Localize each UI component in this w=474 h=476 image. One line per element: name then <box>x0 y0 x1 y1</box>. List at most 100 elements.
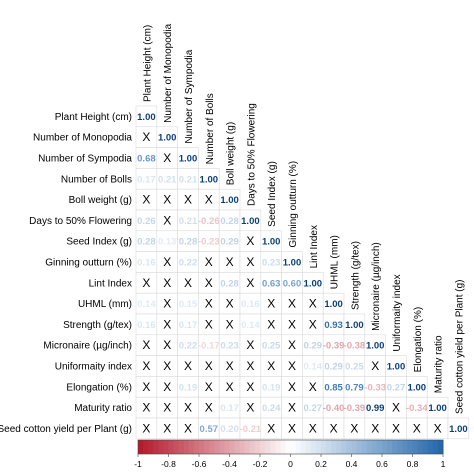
colorbar-segment <box>143 440 148 454</box>
colorbar-segment <box>245 440 250 454</box>
row-label: Number of Monopodia <box>33 133 132 144</box>
insignificant-mark: X <box>246 380 254 394</box>
correlation-value: -0.39 <box>344 403 366 414</box>
colorbar-segment <box>240 440 245 454</box>
colorbar-segment <box>321 440 326 454</box>
colorbar-segment <box>280 440 285 454</box>
row-label: Number of Bolls <box>61 174 132 185</box>
insignificant-mark: X <box>267 317 275 331</box>
column-label: Ginning outturn (%) <box>288 161 299 248</box>
row-label: Maturity ratio <box>74 403 132 414</box>
colorbar-segment <box>438 440 443 454</box>
colorbar-segment <box>301 440 306 454</box>
colorbar-segment <box>250 440 255 454</box>
colorbar-segment <box>407 440 412 454</box>
colorbar-segment <box>316 440 321 454</box>
colorbar-segment <box>230 440 235 454</box>
colorbar-segment <box>296 440 301 454</box>
correlation-value: 1.00 <box>220 195 239 206</box>
insignificant-mark: X <box>163 193 171 207</box>
insignificant-mark: X <box>142 359 150 373</box>
correlation-value: -0.39 <box>323 341 345 352</box>
insignificant-mark: X <box>226 359 234 373</box>
correlation-value: 0.93 <box>324 320 343 331</box>
insignificant-mark: X <box>246 338 254 352</box>
row-label: Number of Sympodia <box>38 154 132 165</box>
correlation-value: 0.25 <box>262 341 281 352</box>
row-label: Uniformaity index <box>55 362 132 373</box>
correlation-value: 0.29 <box>304 341 323 352</box>
colorbar-segment <box>255 440 260 454</box>
colorbar-segment <box>224 440 229 454</box>
correlation-value: 0.19 <box>179 382 198 393</box>
insignificant-mark: X <box>184 359 192 373</box>
colorbar-segment <box>367 440 372 454</box>
colorbar-segment <box>138 440 143 454</box>
insignificant-mark: X <box>246 234 254 248</box>
row-label: Days to 50% Flowering <box>29 216 132 227</box>
correlation-value: 1.00 <box>179 154 198 165</box>
correlation-value: 0.21 <box>158 174 177 185</box>
colorbar-segment <box>194 440 199 454</box>
insignificant-mark: X <box>226 380 234 394</box>
correlation-value: 0.63 <box>262 278 281 289</box>
correlation-value: 1.00 <box>241 216 260 227</box>
column-label: Micronaire (µg/inch) <box>371 242 382 331</box>
correlation-value: 0.28 <box>179 237 198 248</box>
correlation-value: 0.68 <box>137 154 156 165</box>
correlation-value: -0.38 <box>344 341 366 352</box>
colorbar-segment <box>219 440 224 454</box>
correlation-value: 1.00 <box>200 174 219 185</box>
insignificant-mark: X <box>142 338 150 352</box>
correlation-value: 0.17 <box>137 174 156 185</box>
correlation-value: 0.22 <box>179 258 198 269</box>
correlation-value: 0.14 <box>241 320 260 331</box>
correlation-value: 0.20 <box>220 424 239 435</box>
colorbar-segment <box>235 440 240 454</box>
insignificant-mark: X <box>163 359 171 373</box>
insignificant-mark: X <box>267 359 275 373</box>
correlation-value: -0.33 <box>364 382 386 393</box>
colorbar-segment <box>413 440 418 454</box>
insignificant-mark: X <box>205 380 213 394</box>
correlation-value: -0.34 <box>406 403 428 414</box>
insignificant-mark: X <box>371 421 379 435</box>
colorbar-segment <box>341 440 346 454</box>
column-label: Lint Index <box>309 225 320 268</box>
insignificant-mark: X <box>184 276 192 290</box>
correlation-value: 0.21 <box>179 216 198 227</box>
insignificant-mark: X <box>163 213 171 227</box>
colorbar-segment <box>357 440 362 454</box>
correlation-value: 0.24 <box>262 403 281 414</box>
insignificant-mark: X <box>246 401 254 415</box>
column-label: Seed cotton yield per Plant (g) <box>454 279 465 414</box>
row-label: Lint Index <box>89 278 132 289</box>
correlation-value: 0.28 <box>220 216 239 227</box>
insignificant-mark: X <box>163 151 171 165</box>
correlation-value: 1.00 <box>324 299 343 310</box>
colorbar-segment <box>397 440 402 454</box>
column-label: Uniformaity index <box>392 274 403 351</box>
correlation-value: 0.26 <box>137 216 156 227</box>
insignificant-mark: X <box>163 317 171 331</box>
correlation-value: 0.16 <box>137 258 156 269</box>
insignificant-mark: X <box>226 317 234 331</box>
colorbar-segment <box>291 440 296 454</box>
insignificant-mark: X <box>163 276 171 290</box>
column-label: Number of Bolls <box>205 93 216 164</box>
colorbar-segment <box>372 440 377 454</box>
heatmap-grid: 1.00X 1.000.68 X 1.000.17 0.21 0.21 1.00X X X X 1.… <box>136 106 469 439</box>
insignificant-mark: X <box>205 359 213 373</box>
colorbar-segment <box>163 440 168 454</box>
insignificant-mark: X <box>309 380 317 394</box>
insignificant-mark: X <box>142 276 150 290</box>
insignificant-mark: X <box>288 317 296 331</box>
insignificant-mark: X <box>142 193 150 207</box>
insignificant-mark: X <box>413 421 421 435</box>
colorbar-segment <box>336 440 341 454</box>
colorbar-tick-label: -0.2 <box>253 459 268 469</box>
insignificant-mark: X <box>371 359 379 373</box>
correlation-value: 1.00 <box>387 362 406 373</box>
insignificant-mark: X <box>205 401 213 415</box>
